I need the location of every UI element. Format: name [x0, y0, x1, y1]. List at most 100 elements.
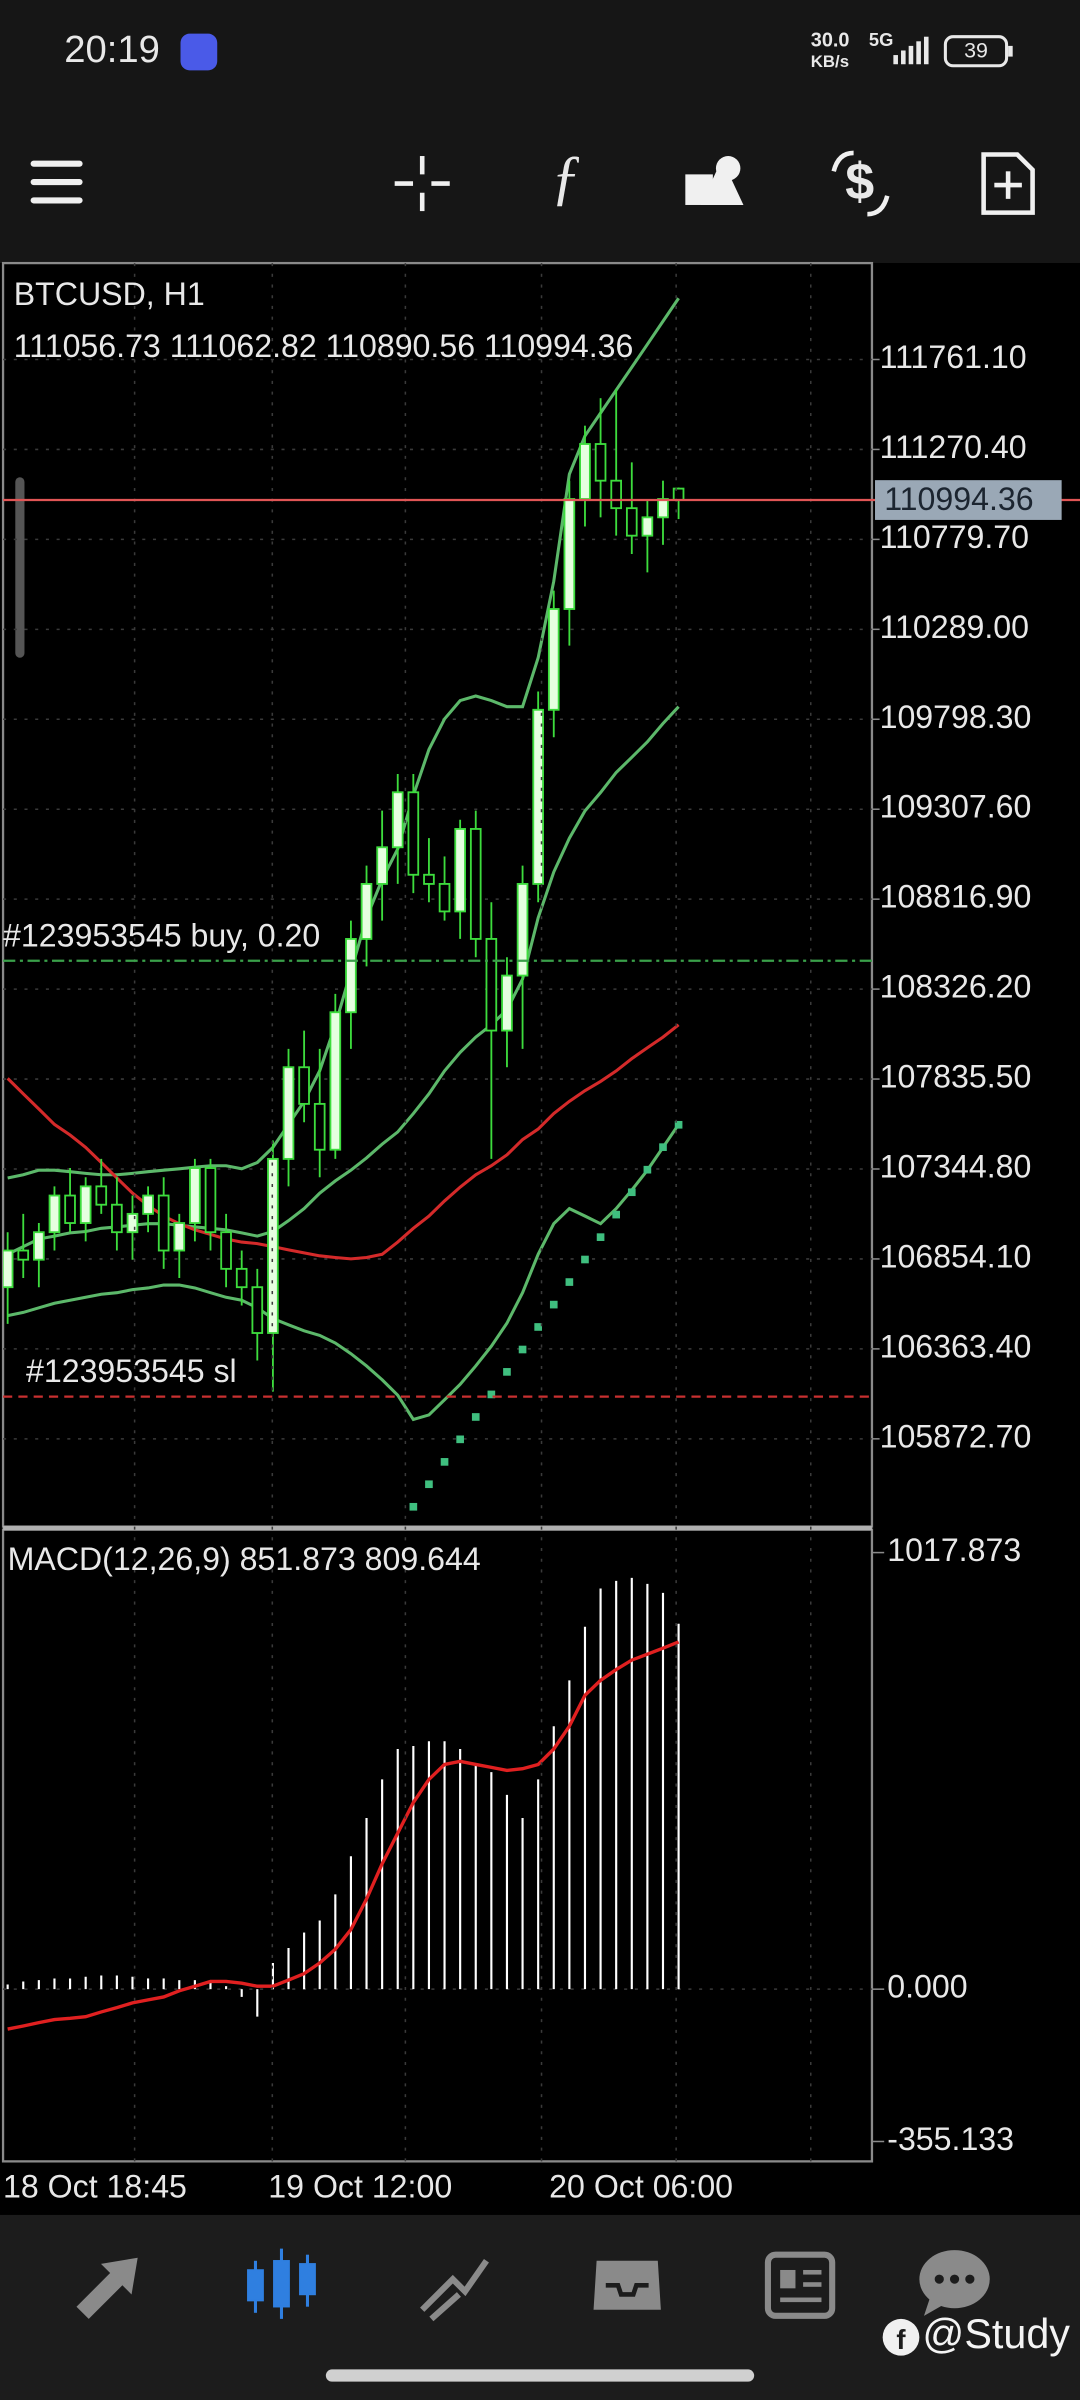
crosshair-button[interactable]: [394, 156, 450, 212]
nav-quotes[interactable]: [76, 2257, 138, 2319]
sar-dot: [425, 1480, 433, 1489]
candle-body: [391, 791, 404, 849]
candle-body: [454, 828, 466, 913]
candle-body: [376, 846, 388, 885]
candle-body: [625, 507, 638, 537]
sar-dot: [674, 1120, 683, 1129]
sar-dot: [471, 1413, 480, 1421]
ohlc-close: 110994.36: [484, 328, 633, 364]
candle-body: [345, 938, 357, 1014]
nav-chart[interactable]: [247, 2248, 316, 2319]
new-order-button[interactable]: [981, 152, 1035, 215]
y-tick-label: 110779.70: [880, 519, 1029, 555]
candle-body: [579, 443, 591, 500]
y-tick-label: 108816.90: [880, 879, 1032, 915]
nav-news[interactable]: [764, 2251, 836, 2319]
ohlc-high: 111062.82: [170, 328, 317, 364]
candle-body: [235, 1267, 248, 1289]
candle-body: [657, 498, 669, 519]
sar-dot: [534, 1323, 542, 1331]
sar-dot: [549, 1300, 558, 1309]
nav-trade[interactable]: [420, 2259, 489, 2322]
candle-body: [17, 1249, 30, 1261]
candle-body: [157, 1194, 170, 1252]
candle-body: [142, 1194, 154, 1215]
candle-body: [95, 1185, 108, 1206]
macd-signal-value: 809.644: [365, 1541, 481, 1577]
candle-body: [329, 1011, 342, 1151]
candle-body: [516, 883, 529, 977]
battery-level: 39: [964, 39, 988, 63]
candle-body: [610, 479, 622, 510]
sar-dot: [565, 1278, 574, 1286]
candle-body: [672, 487, 685, 501]
x-tick-label: 20 Oct 06:00: [549, 2168, 733, 2204]
candle-body: [407, 791, 420, 876]
bottom-nav: [0, 2214, 1080, 2400]
y-tick-label: 108326.20: [880, 969, 1032, 1005]
objects-button[interactable]: [685, 156, 744, 205]
trade-button[interactable]: $: [831, 150, 890, 217]
candle-body: [547, 608, 560, 711]
facebook-icon: [882, 2318, 920, 2356]
candle-body: [563, 498, 576, 610]
indicator-line: [6, 1023, 680, 1261]
bid-label-box: [875, 480, 1062, 520]
candle-body: [126, 1212, 139, 1234]
chart-layer: 111761.10 111270.40 110779.70 110289.00 1097…: [3, 263, 1080, 2204]
battery-tip: [1008, 45, 1013, 57]
sar-dot: [581, 1255, 589, 1264]
candle-body: [360, 883, 373, 940]
watermark: @Study: [922, 2311, 1070, 2357]
facebook-f: f: [896, 2324, 906, 2355]
indicator-line: [7, 1123, 680, 1422]
price-plot: [3, 297, 872, 1511]
svg-text:$: $: [845, 153, 874, 211]
candle-body: [251, 1286, 264, 1334]
macd-plot: [3, 1577, 872, 2031]
x-tick-label: 18 Oct 18:45: [3, 2168, 187, 2204]
candle-body: [485, 938, 498, 1032]
y-tick-label: 107835.50: [880, 1059, 1032, 1095]
indicators-button[interactable]: ƒ: [551, 144, 582, 212]
y-tick-label: 111761.10: [880, 339, 1027, 375]
y-tick-label: 107344.80: [880, 1148, 1032, 1184]
candle-body: [594, 443, 607, 482]
candle-body: [173, 1222, 186, 1252]
candle-body: [48, 1194, 61, 1234]
scroll-indicator: [15, 477, 25, 658]
symbol-title: BTCUSD, H1: [14, 276, 205, 312]
candle-body: [189, 1167, 201, 1224]
net-speed-unit: KB/s: [811, 52, 849, 71]
menu-button[interactable]: [30, 160, 83, 204]
y-tick-label: 111270.40: [880, 429, 1027, 465]
y-tick-label: 109307.60: [880, 789, 1032, 825]
ohlc-header: 111056.73 111062.82 110890.56 110994.36: [14, 328, 634, 364]
order-label: #123953545 buy, 0.20: [3, 917, 320, 953]
candle-body: [501, 974, 513, 1032]
sar-dot: [440, 1458, 449, 1466]
sar-dot: [409, 1502, 418, 1511]
ohlc-low: 110890.56: [326, 328, 475, 364]
network: 5G: [869, 29, 893, 50]
sar-dot: [612, 1210, 621, 1219]
clock: 20:19: [64, 28, 160, 71]
candle-body: [267, 1157, 279, 1334]
y-tick-label: 0.000: [887, 1969, 967, 2005]
y-tick-label: 105872.70: [880, 1418, 1032, 1454]
nav-chat[interactable]: [919, 2250, 990, 2316]
sar-dot: [518, 1345, 527, 1354]
nav-history[interactable]: [593, 2260, 661, 2310]
bid-label: 110994.36: [884, 481, 1033, 517]
home-indicator: [325, 2369, 755, 2382]
signal-line: [7, 1640, 680, 2031]
candle-body: [64, 1194, 76, 1224]
macd-title: MACD(12,26,9): [8, 1541, 231, 1577]
candle-body: [204, 1167, 217, 1234]
sar-dot: [643, 1165, 652, 1174]
candle-body: [298, 1066, 310, 1105]
macd-header: MACD(12,26,9) 851.873 809.644: [8, 1541, 481, 1577]
candle-body: [33, 1231, 45, 1261]
macd-value: 851.873: [240, 1541, 356, 1577]
